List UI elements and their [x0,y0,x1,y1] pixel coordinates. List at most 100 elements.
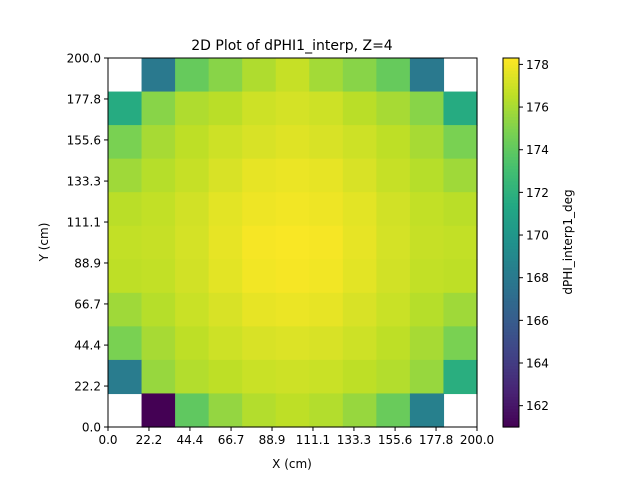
colorbar-segment [503,181,519,185]
colorbar-segment [503,110,519,114]
colorbar-segment [503,270,519,274]
colorbar-tick-label: 178 [526,58,549,72]
heatmap-cell [342,292,377,327]
heatmap-cell [175,158,210,193]
heatmap-cell [242,225,277,260]
heatmap-cell [242,359,277,395]
colorbar-segment [503,150,519,154]
colorbar-segment [503,202,519,207]
colorbar-segment [503,233,519,237]
colorbar-segment [503,236,519,241]
heatmap-cell [141,292,176,327]
colorbar-segment [503,190,519,194]
colorbar-segment [503,383,519,388]
colorbar-segment [503,58,519,62]
heatmap-cell [342,58,377,93]
colorbar-segment [503,122,519,127]
colorbar-segment [503,211,519,216]
colorbar-tick-label: 174 [526,143,549,157]
colorbar-segment [503,396,519,400]
colorbar-segment [503,128,519,133]
colorbar [503,58,519,428]
colorbar-segment [503,134,519,139]
colorbar-segment [503,343,519,348]
heatmap-cell [309,326,344,361]
colorbar-segment [503,322,519,327]
heatmap-cell [208,292,243,327]
colorbar-segment [503,310,519,314]
heatmap-cell [309,225,344,260]
heatmap-cell [309,192,344,227]
heatmap-cell [108,158,143,193]
colorbar-segment [503,147,519,151]
x-tick-label: 111.1 [296,433,330,447]
colorbar-segment [503,276,519,280]
heatmap-cell [409,292,445,327]
colorbar-tick-label: 162 [526,399,549,413]
colorbar-tick-label: 176 [526,101,549,115]
x-tick-label: 177.8 [419,433,453,447]
heatmap-cell [141,393,176,428]
heatmap-cell [342,125,377,160]
colorbar-segment [503,319,519,324]
heatmap-cell [208,158,243,193]
y-tick-label: 111.1 [67,216,101,230]
colorbar-segment [503,153,519,157]
heatmap-cell [175,292,210,327]
colorbar-segment [503,328,519,333]
colorbar-segment [503,85,519,90]
x-tick-label: 133.3 [337,433,371,447]
chart-title: 2D Plot of dPHI1_interp, Z=4 [191,38,393,54]
heatmap-cells [108,58,478,428]
colorbar-segment [503,131,519,136]
colorbar-segment [503,417,519,422]
heatmap-cell [208,326,243,361]
colorbar-segment [503,334,519,339]
heatmap-cell [443,292,478,327]
colorbar-segment [503,67,519,71]
heatmap-cell [275,58,310,93]
x-tick-label: 44.4 [177,433,204,447]
colorbar-segment [503,64,519,68]
colorbar-segment [503,399,519,403]
y-tick-label: 177.8 [67,92,101,106]
colorbar-segment [503,257,519,262]
heatmap-cell [309,125,344,160]
heatmap-cell [141,158,176,193]
heatmap-cell [141,359,176,395]
colorbar-segment [503,402,519,407]
colorbar-tick-label: 168 [526,271,549,285]
heatmap-cell [242,192,277,227]
x-axis-label: X (cm) [272,457,312,471]
heatmap-cell [309,58,344,93]
colorbar-tick-label: 170 [526,229,549,243]
colorbar-segment [503,353,519,357]
colorbar-segment [503,224,519,228]
plot-frame [107,57,478,428]
colorbar-segment [503,125,519,130]
colorbar-segment [503,279,519,284]
colorbar-segment [503,104,519,108]
colorbar-segment [503,356,519,360]
heatmap-cell [108,259,143,294]
heatmap-cell [342,259,377,294]
colorbar-label: dPHI_interp1_deg [561,189,575,294]
heatmap-cell [175,359,210,395]
heatmap-cell [108,292,143,327]
colorbar-segment [503,217,519,222]
heatmap-cell [443,359,478,395]
colorbar-segment [503,420,519,425]
heatmap-cell [443,225,478,260]
heatmap-cell [141,225,176,260]
colorbar-segment [503,316,519,320]
colorbar-segment [503,371,519,376]
heatmap-cell [208,259,243,294]
heatmap-cell [376,292,411,327]
y-tick-label: 22.2 [74,380,101,394]
colorbar-segment [503,362,519,367]
colorbar-segment [503,144,519,148]
heatmap-cell [108,91,143,126]
x-tick-label: 22.2 [136,433,163,447]
heatmap-cell [242,91,277,126]
heatmap-cell [376,58,411,93]
